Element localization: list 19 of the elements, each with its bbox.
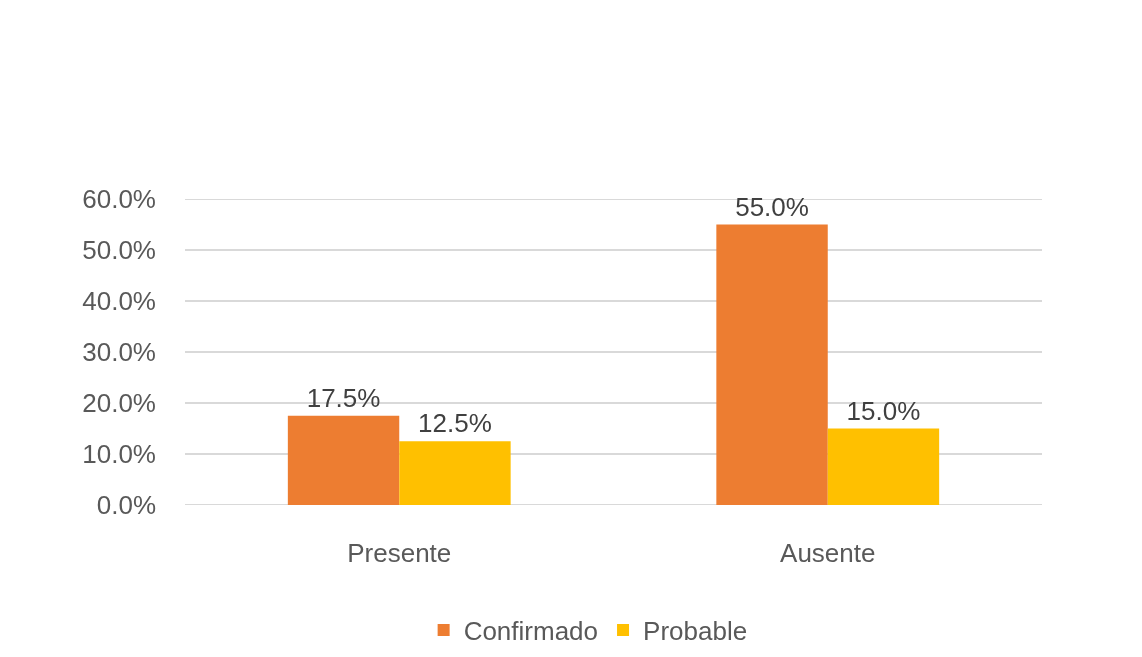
x-tick-label: Ausente bbox=[780, 538, 876, 568]
bar bbox=[287, 415, 400, 505]
data-label: 17.5% bbox=[306, 382, 381, 413]
legend-label: Confirmado bbox=[463, 616, 599, 647]
data-label: 15.0% bbox=[846, 395, 921, 426]
bar bbox=[716, 224, 828, 505]
y-tick-label: 10.0% bbox=[82, 439, 156, 470]
y-tick-label: 30.0% bbox=[82, 337, 156, 368]
y-tick-label: 60.0% bbox=[82, 184, 156, 215]
legend-label: Probable bbox=[643, 616, 748, 647]
data-label: 55.0% bbox=[735, 191, 809, 222]
bar bbox=[827, 428, 940, 505]
y-tick-label: 0.0% bbox=[96, 490, 156, 521]
y-tick-label: 20.0% bbox=[82, 388, 156, 419]
y-tick-label: 40.0% bbox=[82, 286, 156, 317]
x-tick-label: Presente bbox=[347, 538, 452, 568]
y-tick-label: 50.0% bbox=[82, 235, 156, 266]
data-label: 12.5% bbox=[418, 408, 492, 439]
bar bbox=[399, 441, 511, 505]
